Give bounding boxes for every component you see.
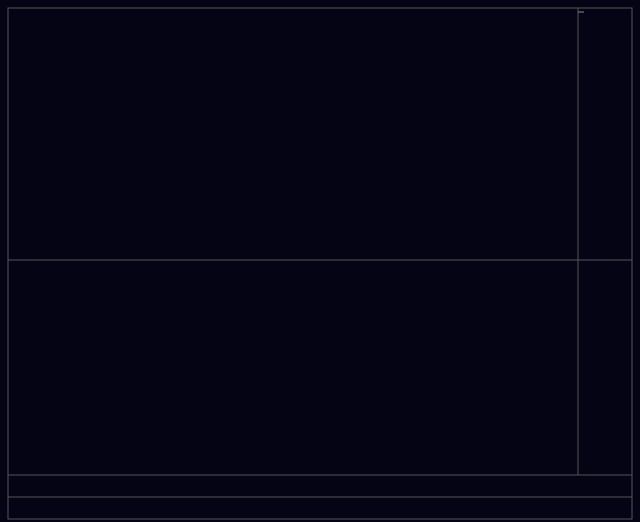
chart-container bbox=[0, 0, 640, 522]
chart-svg bbox=[0, 0, 640, 522]
